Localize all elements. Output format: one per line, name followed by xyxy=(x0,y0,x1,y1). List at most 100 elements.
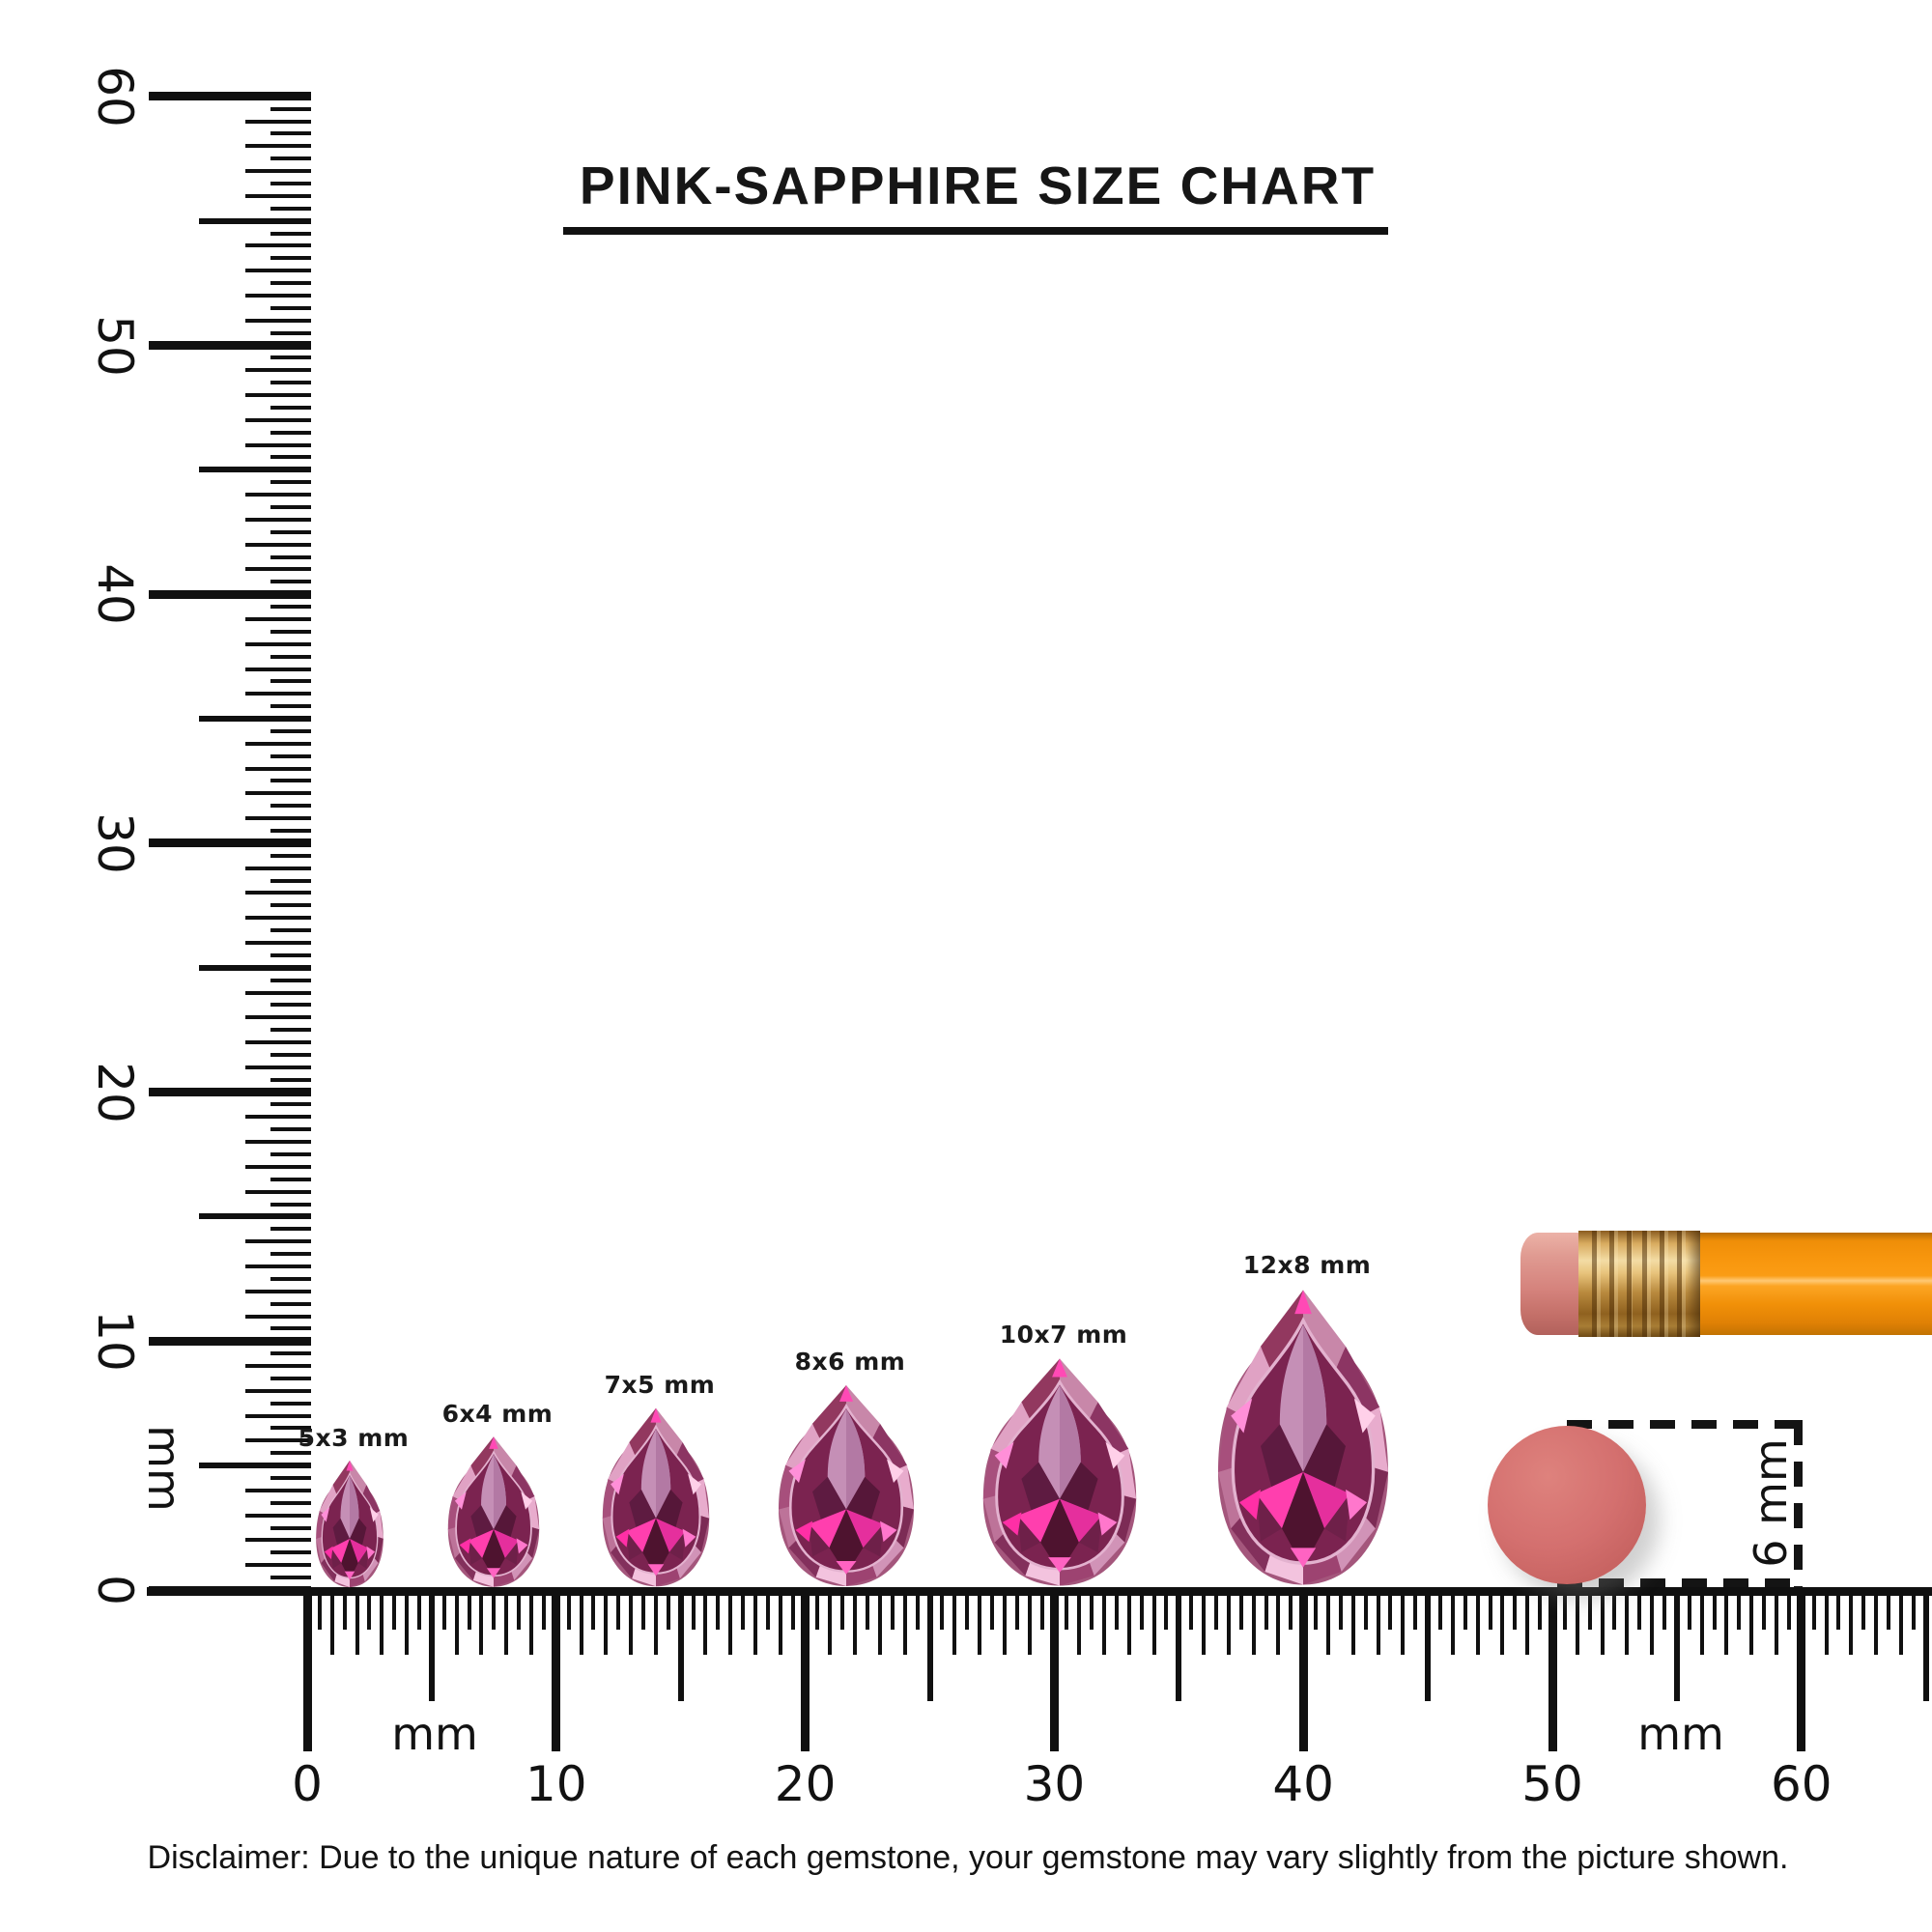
ruler-tick xyxy=(270,231,311,236)
ruler-tick xyxy=(245,193,311,198)
horizontal-ruler-number: 0 xyxy=(292,1756,323,1812)
ruler-tick xyxy=(1712,1589,1717,1630)
ruler-tick xyxy=(1548,1589,1557,1751)
horizontal-ruler-unit-label-right: mm xyxy=(1637,1708,1724,1760)
ruler-tick xyxy=(270,903,311,908)
pear-gem-illustration xyxy=(437,1435,551,1589)
ruler-tick xyxy=(245,891,311,895)
ferrule-crimp xyxy=(1592,1231,1633,1337)
ruler-tick xyxy=(552,1589,561,1751)
ruler-tick xyxy=(1513,1589,1518,1630)
ruler-tick xyxy=(1911,1589,1916,1630)
ruler-tick xyxy=(753,1589,758,1655)
ruler-tick xyxy=(728,1589,733,1655)
ruler-tick xyxy=(1164,1589,1169,1630)
gem-10x7mm xyxy=(964,1355,1155,1593)
ruler-tick xyxy=(245,1264,311,1268)
horizontal-ruler-number: 40 xyxy=(1272,1756,1334,1812)
ruler-tick xyxy=(317,1589,322,1630)
marker-dash-top xyxy=(1567,1420,1803,1429)
ruler-tick xyxy=(1238,1589,1243,1630)
ruler-tick xyxy=(270,1451,311,1456)
ruler-tick xyxy=(1797,1589,1806,1751)
ruler-tick xyxy=(270,605,311,610)
ruler-tick xyxy=(245,417,311,422)
ruler-tick xyxy=(270,156,311,161)
ruler-tick xyxy=(199,467,311,473)
ruler-tick xyxy=(1525,1589,1530,1655)
ruler-tick xyxy=(579,1589,583,1655)
ruler-tick xyxy=(245,1065,311,1069)
ruler-tick xyxy=(270,505,311,509)
ruler-tick xyxy=(1612,1589,1617,1630)
ruler-tick xyxy=(245,393,311,398)
gem-size-label: 6x4 mm xyxy=(441,1400,554,1428)
ruler-tick xyxy=(270,529,311,534)
gem-size-label: 8x6 mm xyxy=(794,1348,906,1376)
ruler-tick xyxy=(270,1202,311,1207)
ruler-tick xyxy=(270,381,311,385)
pencil xyxy=(1520,1231,1932,1337)
pencil-eraser xyxy=(1520,1233,1580,1335)
ruler-tick xyxy=(1775,1589,1779,1655)
ruler-tick xyxy=(1027,1589,1032,1655)
vertical-ruler-number: 20 xyxy=(87,1061,143,1123)
vertical-ruler-number: 40 xyxy=(87,563,143,625)
ruler-tick xyxy=(270,779,311,783)
ruler-tick xyxy=(1077,1589,1082,1655)
ruler-tick xyxy=(1450,1589,1455,1655)
ruler-tick xyxy=(940,1589,945,1630)
ruler-tick xyxy=(566,1589,571,1630)
ruler-tick xyxy=(1824,1589,1829,1655)
pear-gem-illustration xyxy=(1197,1286,1409,1589)
ruler-tick xyxy=(245,1364,311,1369)
ruler-tick xyxy=(270,281,311,286)
ruler-tick xyxy=(270,131,311,136)
ruler-tick xyxy=(245,1438,311,1443)
vertical-ruler-number: 10 xyxy=(87,1310,143,1373)
ruler-tick xyxy=(270,330,311,335)
ruler-tick xyxy=(245,791,311,796)
ruler-tick xyxy=(270,106,311,111)
ruler-tick xyxy=(1176,1589,1182,1701)
ruler-tick xyxy=(270,1500,311,1505)
ruler-tick xyxy=(245,816,311,821)
ruler-tick xyxy=(1922,1589,1929,1701)
ruler-tick xyxy=(1425,1589,1432,1701)
ruler-tick xyxy=(392,1589,397,1630)
ruler-tick xyxy=(245,1189,311,1194)
ruler-tick xyxy=(270,654,311,659)
ruler-tick xyxy=(245,1239,311,1244)
ruler-tick xyxy=(270,978,311,982)
ruler-tick xyxy=(1849,1589,1854,1655)
ruler-tick xyxy=(342,1589,347,1630)
horizontal-ruler-number: 20 xyxy=(774,1756,837,1812)
ruler-tick xyxy=(245,1289,311,1293)
ruler-tick xyxy=(245,119,311,124)
ruler-tick xyxy=(765,1589,770,1630)
ruler-tick xyxy=(1562,1589,1567,1630)
ruler-tick xyxy=(1338,1589,1343,1630)
ruler-tick xyxy=(1213,1589,1218,1630)
ruler-tick xyxy=(270,256,311,261)
gem-size-label: 5x3 mm xyxy=(298,1424,410,1452)
ruler-tick xyxy=(245,542,311,547)
gem-size-label: 10x7 mm xyxy=(999,1321,1128,1349)
ruler-tick xyxy=(1376,1589,1380,1655)
ruler-tick xyxy=(270,1152,311,1157)
ruler-tick xyxy=(270,554,311,559)
ruler-tick xyxy=(467,1589,471,1630)
ruler-tick xyxy=(245,1015,311,1020)
ruler-tick xyxy=(149,92,311,101)
gem-12x8mm xyxy=(1197,1286,1409,1593)
ruler-tick xyxy=(1014,1589,1019,1630)
ruler-tick xyxy=(149,589,311,599)
ruler-tick xyxy=(840,1589,845,1630)
ruler-tick xyxy=(405,1589,410,1655)
ruler-tick xyxy=(270,1376,311,1380)
ruler-tick xyxy=(199,964,311,971)
ruler-tick xyxy=(245,766,311,771)
ruler-tick xyxy=(641,1589,646,1630)
disclaimer-text: Disclaimer: Due to the unique nature of … xyxy=(147,1839,1789,1876)
